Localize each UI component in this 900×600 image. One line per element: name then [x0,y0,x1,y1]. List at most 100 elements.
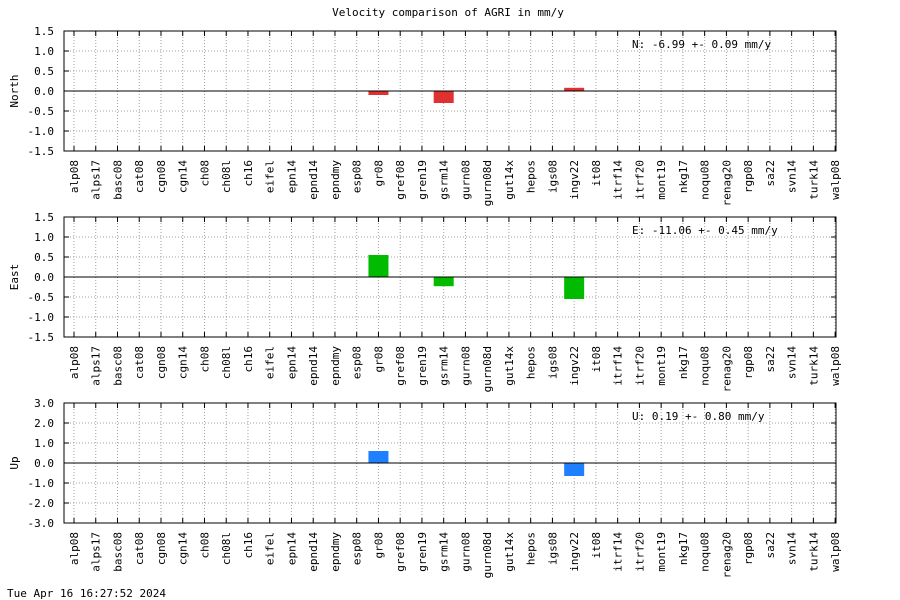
xtick-label-rgp08: rgp08 [742,346,755,379]
xtick-label-ch16: ch16 [242,160,255,187]
timestamp: Tue Apr 16 16:27:52 2024 [7,587,166,600]
velocity-annotation-up: U: 0.19 +- 0.80 mm/y [632,410,765,423]
xtick-label-gurn08d: gurn08d [481,532,494,578]
xtick-label-alps17: alps17 [90,160,103,200]
xtick-label-cgn08: cgn08 [155,160,168,193]
ytick-label: 0.5 [34,65,54,78]
ytick-label: -1.0 [28,125,55,138]
xtick-label-itrf20: itrf20 [633,346,646,386]
panel-up: 3.0 2.0 1.0 0.0 -1.0 -2.0 -3.0 Up alp08 alps17 bas… [8,397,842,578]
ytick-label: -1.0 [28,311,55,324]
bar-gsrm14 [433,277,454,287]
ytick-label: -1.5 [28,145,55,158]
xtick-label-gsrm14: gsrm14 [438,346,451,386]
xtick-label-turk14: turk14 [807,532,820,572]
xtick-label-gut14x: gut14x [503,532,516,572]
bar-gr08 [368,255,389,277]
xtick-label-rgp08: rgp08 [742,160,755,193]
xtick-label-gurn08: gurn08 [459,160,472,200]
xtick-label-turk14: turk14 [807,160,820,200]
xtick-label-igs08: igs08 [546,160,559,193]
xtick-label-noqu08: noqu08 [699,160,712,200]
xtick-label-cgn08: cgn08 [155,346,168,379]
xtick-label-gsrm14: gsrm14 [438,160,451,200]
xtick-label-ingv22: ingv22 [568,346,581,386]
xtick-label-gurn08: gurn08 [459,346,472,386]
xtick-label-cat08: cat08 [133,532,146,565]
ytick-label: 0.0 [34,85,54,98]
ytick-label: 2.0 [34,417,54,430]
xtick-label-it08: it08 [590,532,603,559]
xtick-label-it08: it08 [590,160,603,187]
xtick-label-ch08: ch08 [198,160,211,187]
bar-ingv22 [564,463,585,476]
xtick-label-mont19: mont19 [655,532,668,572]
xtick-label-hepos: hepos [525,532,538,565]
bar-ingv22 [564,87,585,91]
xtick-label-svn14: svn14 [786,160,799,193]
xtick-label-basc08: basc08 [111,160,124,200]
ytick-label: 3.0 [34,397,54,410]
ytick-label: -1.5 [28,331,55,344]
ytick-label: 0.5 [34,251,54,264]
xtick-label-basc08: basc08 [111,346,124,386]
xtick-label-eifel: eifel [264,160,277,193]
ylabel-up: Up [8,456,21,469]
xtick-label-epn14: epn14 [285,160,298,193]
ytick-label: -3.0 [28,517,55,530]
xtick-label-basc08: basc08 [111,532,124,572]
xtick-label-walp08: walp08 [829,160,842,200]
velocity-annotation-east: E: -11.06 +- 0.45 mm/y [632,224,778,237]
xtick-label-gr08: gr08 [372,346,385,373]
xtick-label-mont19: mont19 [655,346,668,386]
xtick-label-hepos: hepos [525,160,538,193]
xtick-label-epnd14: epnd14 [307,346,320,386]
xtick-label-gr08: gr08 [372,532,385,559]
xtick-label-itrf14: itrf14 [612,532,625,572]
bar-gr08 [368,91,389,95]
xtick-label-alp08: alp08 [68,532,81,565]
xtick-label-svn14: svn14 [786,532,799,565]
ytick-label: 1.0 [34,437,54,450]
xtick-label-itrf14: itrf14 [612,160,625,200]
xtick-label-gsrm14: gsrm14 [438,532,451,572]
xtick-label-ch08l: ch08l [220,160,233,193]
xtick-label-gr08: gr08 [372,160,385,187]
xtick-label-ch16: ch16 [242,346,255,373]
xtick-label-alp08: alp08 [68,160,81,193]
ylabel-east: East [8,264,21,291]
velocity-annotation-north: N: -6.99 +- 0.09 mm/y [632,38,771,51]
bar-gsrm14 [433,91,454,103]
xtick-label-nkg17: nkg17 [677,346,690,379]
xtick-label-alps17: alps17 [90,532,103,572]
xtick-label-rgp08: rgp08 [742,532,755,565]
panel-east: 1.5 1.0 0.5 0.0 -0.5 -1.0 -1.5 East alp08 alps17 b… [8,211,842,392]
xtick-label-ch08: ch08 [198,346,211,373]
ytick-label: 1.5 [34,25,54,38]
xtick-label-renag20: renag20 [720,532,733,578]
xtick-label-gut14x: gut14x [503,346,516,386]
xtick-label-gren19: gren19 [416,160,429,200]
xtick-label-gurn08d: gurn08d [481,160,494,206]
xtick-label-ch08l: ch08l [220,346,233,379]
xtick-label-gurn08d: gurn08d [481,346,494,392]
xtick-label-epn14: epn14 [285,346,298,379]
ytick-label: -0.5 [28,291,55,304]
xtick-label-cat08: cat08 [133,346,146,379]
xtick-label-renag20: renag20 [720,346,733,392]
xtick-label-gren19: gren19 [416,532,429,572]
bar-gr08 [368,451,389,463]
xtick-label-alp08: alp08 [68,346,81,379]
xtick-label-itrf14: itrf14 [612,346,625,386]
xtick-label-esp08: esp08 [351,346,364,379]
xtick-label-gref08: gref08 [394,160,407,200]
xtick-label-ch16: ch16 [242,532,255,559]
ytick-label: -0.5 [28,105,55,118]
xtick-label-walp08: walp08 [829,346,842,386]
xtick-label-ch08l: ch08l [220,532,233,565]
panel-north: 1.5 1.0 0.5 0.0 -0.5 -1.0 -1.5 North alp08 alps17… [8,25,842,206]
xtick-label-esp08: esp08 [351,160,364,193]
xtick-label-renag20: renag20 [720,160,733,206]
xtick-label-epndmy: epndmy [329,346,342,386]
